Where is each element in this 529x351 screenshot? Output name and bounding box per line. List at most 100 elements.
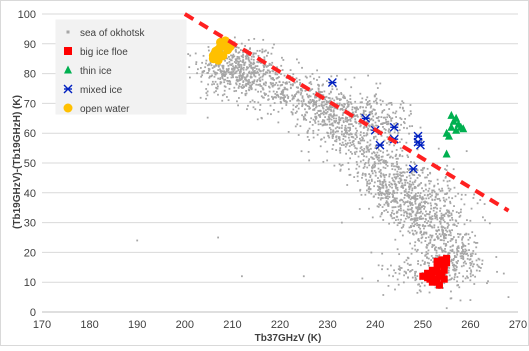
- data-point: [384, 180, 387, 183]
- data-point: [385, 197, 388, 200]
- series-thin-ice: [442, 110, 468, 158]
- data-point: [250, 58, 253, 61]
- data-point: [321, 124, 324, 127]
- data-point: [359, 139, 362, 142]
- data-point: [442, 237, 445, 239]
- data-point: [401, 234, 404, 237]
- data-point: [331, 148, 334, 150]
- data-point: [435, 246, 437, 249]
- data-point: [365, 98, 368, 101]
- data-point: [326, 150, 329, 153]
- data-point: [411, 173, 414, 176]
- data-point: [308, 82, 311, 84]
- data-point: [346, 99, 349, 102]
- data-point: [455, 268, 458, 271]
- data-point: [298, 83, 301, 86]
- data-point: [345, 120, 347, 123]
- data-point: [298, 99, 300, 102]
- data-point: [235, 70, 238, 73]
- data-point: [250, 62, 252, 65]
- data-point: [366, 96, 369, 99]
- data-point: [220, 81, 223, 84]
- data-point: [390, 182, 393, 185]
- data-point: [364, 110, 367, 113]
- data-point: [455, 225, 458, 227]
- data-point: [416, 222, 418, 225]
- data-point: [420, 237, 423, 240]
- data-point: [452, 268, 455, 271]
- data-point: [448, 214, 451, 217]
- data-point: [404, 184, 407, 186]
- data-point: [424, 183, 427, 186]
- legend-box: [55, 19, 187, 115]
- data-point: [384, 161, 387, 164]
- data-point: [424, 254, 427, 257]
- data-point: [315, 100, 318, 103]
- data-point: [391, 168, 394, 171]
- data-point: [397, 268, 400, 271]
- data-point: [411, 202, 413, 204]
- y-tick-label-30: 30: [24, 218, 36, 230]
- data-point: [395, 121, 398, 124]
- data-point: [228, 87, 231, 90]
- data-point: [391, 150, 394, 153]
- data-point: [241, 67, 244, 70]
- data-point: [387, 122, 390, 125]
- data-point: [408, 164, 418, 174]
- data-point: [400, 214, 403, 216]
- data-point: [347, 103, 349, 106]
- data-point: [252, 106, 255, 109]
- data-point: [365, 106, 368, 109]
- data-point: [330, 110, 333, 112]
- data-point: [351, 108, 354, 111]
- data-point: [429, 224, 431, 226]
- data-point: [454, 256, 456, 259]
- data-point: [444, 176, 447, 179]
- data-point: [322, 123, 325, 126]
- data-point: [359, 142, 362, 145]
- data-point: [438, 188, 441, 191]
- data-point: [410, 208, 413, 211]
- data-point: [472, 274, 474, 277]
- data-point: [440, 212, 443, 215]
- data-point: [219, 82, 222, 85]
- data-point: [229, 81, 232, 83]
- data-point: [373, 170, 376, 172]
- data-point: [407, 205, 410, 208]
- series-mixed-ice: [327, 78, 425, 174]
- data-point: [388, 116, 391, 119]
- data-point: [408, 114, 411, 117]
- y-tick-label-80: 80: [24, 69, 36, 81]
- data-point: [325, 100, 328, 102]
- data-point: [387, 197, 389, 200]
- data-point: [410, 218, 413, 221]
- data-point: [220, 71, 222, 74]
- data-point: [225, 73, 227, 75]
- data-point: [267, 52, 269, 54]
- data-point: [234, 65, 237, 67]
- data-point: [292, 104, 295, 107]
- data-point: [254, 65, 257, 68]
- data-point: [350, 133, 353, 136]
- data-point: [378, 203, 381, 206]
- data-point: [292, 97, 295, 100]
- y-axis-title: (Tb19GHzV)-(Tb19GHzH) (K): [12, 95, 23, 229]
- data-point: [327, 115, 330, 118]
- data-point: [418, 218, 421, 220]
- data-point: [235, 50, 237, 53]
- data-point: [394, 288, 396, 291]
- data-point: [422, 197, 425, 200]
- data-point: [448, 212, 451, 214]
- data-point: [385, 163, 388, 166]
- data-point: [459, 252, 462, 255]
- data-point: [442, 217, 444, 219]
- data-point: [347, 168, 350, 171]
- data-point: [222, 70, 225, 73]
- legend-label: big ice floe: [80, 47, 128, 58]
- data-point: [252, 69, 254, 71]
- data-point: [427, 213, 430, 215]
- data-point: [439, 235, 442, 238]
- data-point: [233, 46, 236, 49]
- data-point: [361, 277, 364, 280]
- legend-marker-circle: [63, 103, 73, 113]
